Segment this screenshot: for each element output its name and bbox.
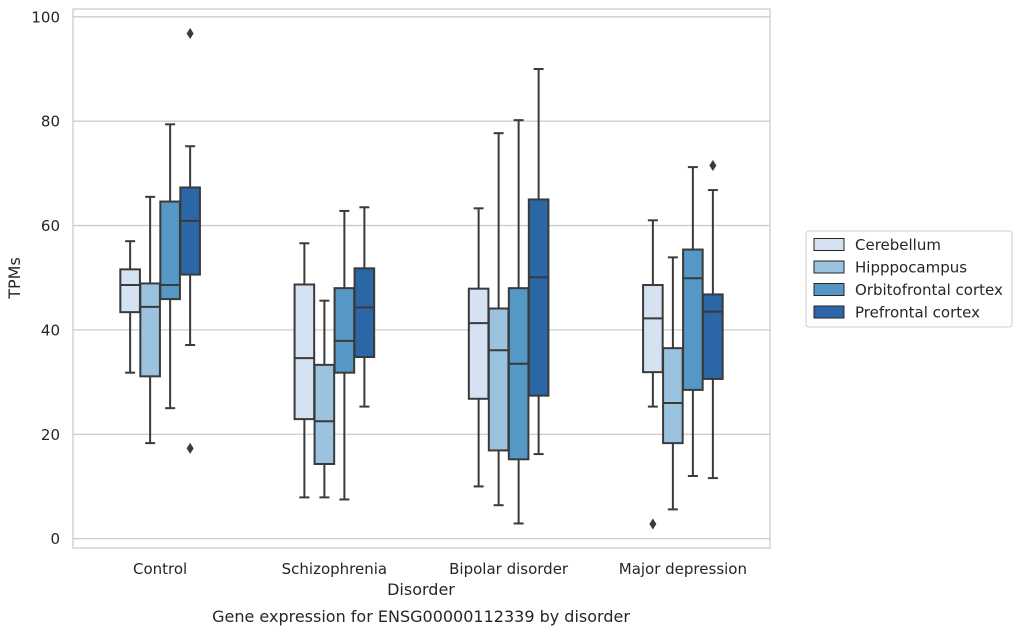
legend-label: Cerebellum (855, 236, 941, 254)
box (682, 248, 704, 391)
x-tick-label: Bipolar disorder (449, 560, 569, 578)
y-tick-label: 100 (31, 8, 60, 26)
box (702, 293, 724, 380)
box-group (179, 28, 201, 454)
legend-swatch (813, 260, 845, 274)
legend-label: Orbitofrontal cortex (855, 281, 1003, 299)
outlier-point (649, 518, 657, 530)
x-tick-label: Schizophrenia (282, 560, 387, 578)
legend-swatch (813, 238, 845, 251)
outlier-point (709, 160, 717, 172)
box (507, 287, 530, 461)
box-group (119, 240, 141, 374)
outlier-point (186, 28, 194, 40)
box-group (642, 219, 664, 530)
box-group (293, 242, 316, 499)
legend-swatch (813, 283, 845, 296)
box (353, 267, 376, 359)
box (662, 347, 684, 445)
box-groups (119, 28, 724, 530)
box (139, 282, 161, 378)
y-tick-labels: 0 20 40 60 80 100 (31, 8, 60, 548)
box (333, 287, 356, 374)
outlier-point (186, 442, 194, 454)
y-tick-label: 40 (41, 321, 60, 339)
box-group (682, 166, 704, 477)
y-tick-label: 80 (41, 113, 60, 131)
legend-swatch (813, 305, 845, 319)
box-group (702, 160, 724, 480)
box (467, 287, 490, 400)
box-group (487, 132, 510, 507)
x-tick-label: Major depression (619, 560, 747, 578)
box (527, 198, 550, 397)
chart-title: Gene expression for ENSG00000112339 by d… (212, 607, 630, 626)
legend-frame (805, 230, 1013, 328)
y-tick-label: 0 (50, 530, 60, 548)
box (293, 283, 316, 421)
box-group (159, 123, 181, 410)
box-group (139, 195, 161, 445)
y-axis-label: TPMs (5, 257, 24, 300)
x-tick-labels: Control Schizophrenia Bipolar disorder Majo… (133, 560, 747, 578)
box (313, 363, 336, 465)
box (119, 268, 141, 314)
box-group (662, 256, 684, 511)
box-group (333, 209, 356, 501)
box-group (353, 206, 376, 408)
y-tick-label: 20 (41, 426, 60, 444)
box-group (527, 68, 550, 456)
legend-label: Prefrontal cortex (855, 304, 980, 322)
box (487, 307, 510, 452)
box-group (313, 299, 336, 499)
plot-frame (72, 8, 771, 549)
box (179, 186, 201, 276)
box (642, 284, 664, 374)
x-tick-label: Control (133, 560, 187, 578)
legend-label: Hipppocampus (855, 259, 967, 277)
x-axis-label: Disorder (387, 580, 455, 599)
box-group (507, 119, 530, 525)
legend: Cerebellum Hipppocampus Orbitofrontal cort… (805, 230, 1013, 328)
box-group (467, 207, 490, 488)
y-tick-label: 60 (41, 217, 60, 235)
